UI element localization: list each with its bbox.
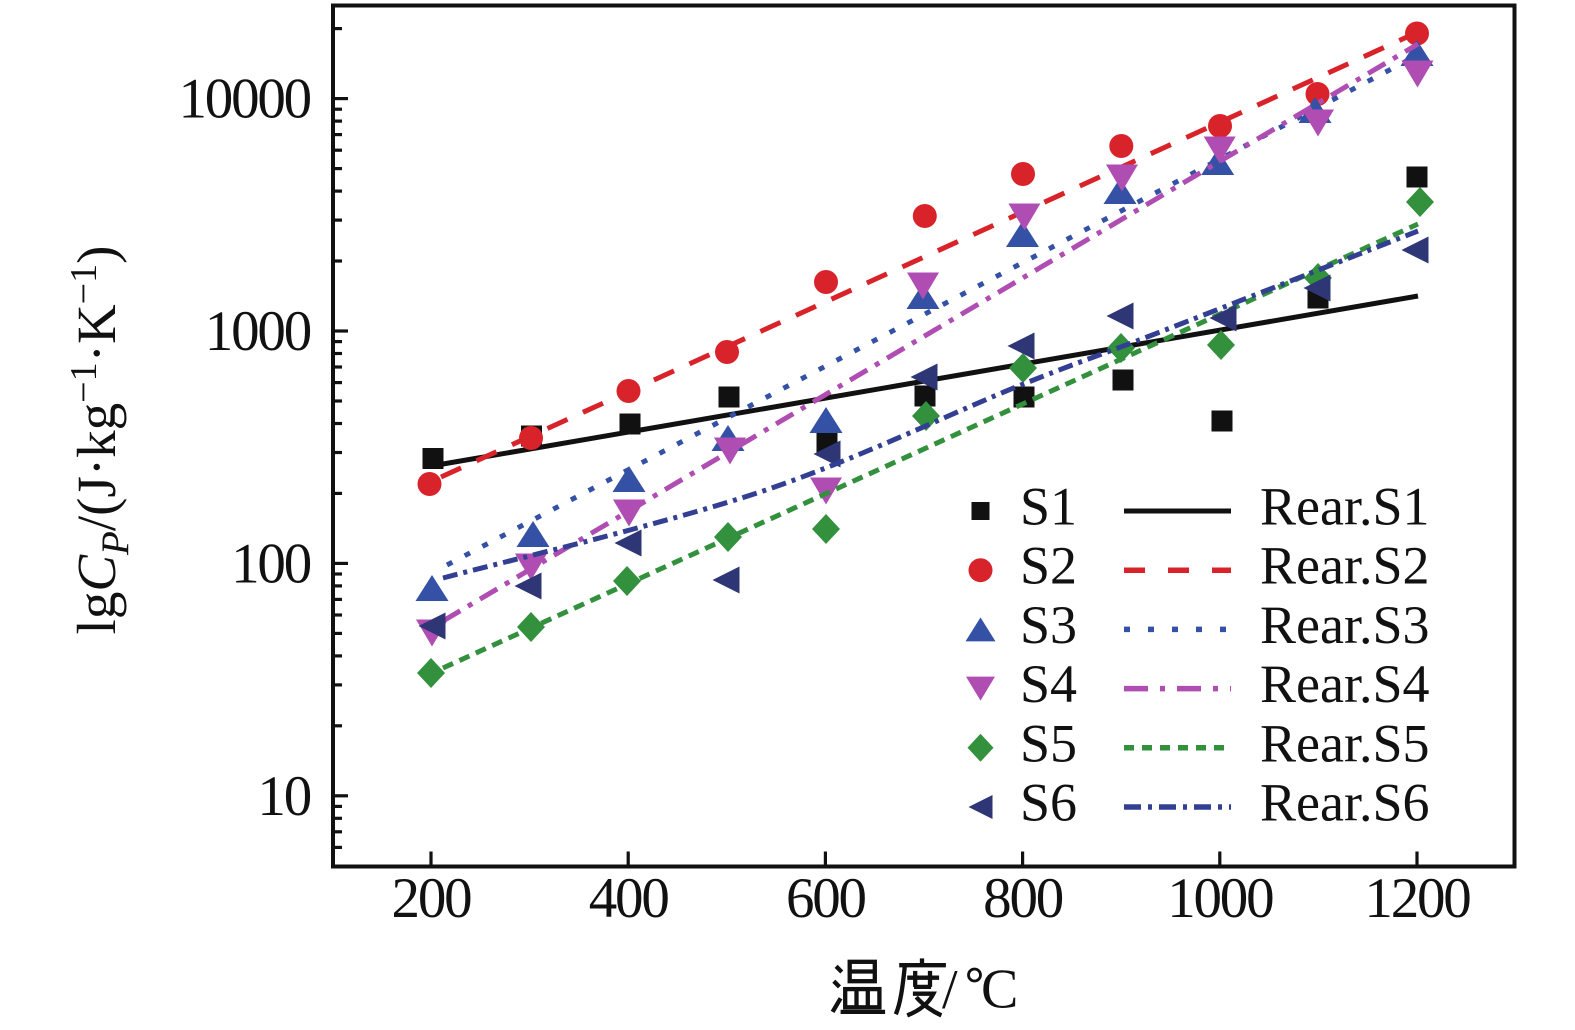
svg-text:S4: S4 [1020, 654, 1077, 714]
svg-text:800: 800 [983, 867, 1063, 930]
svg-text:1000: 1000 [1167, 867, 1273, 930]
svg-text:Rear.S4: Rear.S4 [1260, 654, 1430, 714]
svg-text:Rear.S2: Rear.S2 [1260, 536, 1430, 596]
svg-text:600: 600 [786, 867, 866, 930]
svg-text:200: 200 [392, 867, 472, 930]
svg-text:Rear.S5: Rear.S5 [1260, 713, 1430, 773]
svg-text:S5: S5 [1020, 713, 1077, 773]
svg-text:10000: 10000 [178, 68, 310, 131]
svg-text:S2: S2 [1020, 536, 1077, 596]
svg-text:S1: S1 [1020, 477, 1077, 537]
svg-text:Rear.S1: Rear.S1 [1260, 477, 1430, 537]
svg-text:400: 400 [589, 867, 669, 930]
svg-text:/: / [942, 959, 958, 1021]
svg-text:C: C [981, 959, 1018, 1021]
svg-text:100: 100 [231, 532, 311, 595]
svg-text:lgCP/(J·kg−1·K−1): lgCP/(J·kg−1·K−1) [63, 246, 137, 635]
svg-text:1200: 1200 [1364, 867, 1470, 930]
svg-text:Rear.S3: Rear.S3 [1260, 595, 1430, 655]
svg-text:1000: 1000 [205, 300, 311, 363]
svg-text:S6: S6 [1020, 773, 1077, 833]
svg-text:S3: S3 [1020, 595, 1077, 655]
svg-text:Rear.S6: Rear.S6 [1260, 773, 1430, 833]
svg-text:10: 10 [257, 765, 310, 828]
